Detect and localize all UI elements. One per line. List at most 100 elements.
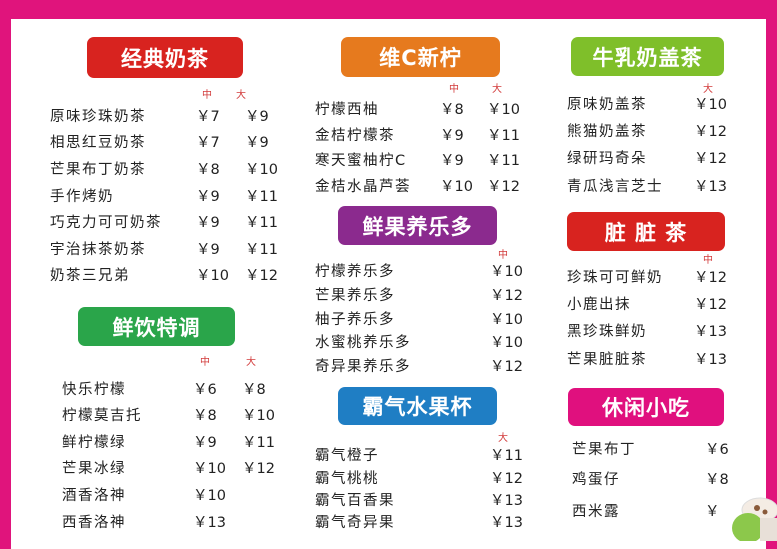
price-large: ￥10	[245, 162, 278, 178]
size-label-large: 大	[492, 84, 502, 95]
price-medium: ￥6	[193, 382, 217, 398]
menu-item-name: 柠檬养乐多	[315, 264, 395, 280]
size-label-medium: 中	[703, 255, 713, 266]
menu-item-name: 霸气百香果	[315, 493, 395, 509]
menu-item-name: 柚子养乐多	[315, 312, 395, 328]
price-large: ￥9	[245, 135, 269, 151]
price: ￥13	[694, 324, 727, 340]
menu-item-name: 柠檬莫吉托	[62, 408, 142, 424]
menu-item-name: 霸气桃桃	[315, 471, 379, 487]
menu-item-name: 小鹿出抹	[567, 297, 631, 313]
section-header-fresh: 鲜饮特调	[78, 307, 235, 346]
size-label-large: 大	[498, 433, 508, 444]
menu-item-name: 绿研玛奇朵	[567, 151, 647, 167]
price: ￥12	[490, 288, 523, 304]
size-label-medium: 中	[202, 90, 212, 101]
price-large: ￥12	[242, 461, 275, 477]
menu-item-name: 鲜柠檬绿	[62, 435, 126, 451]
menu-item-name: 快乐柠檬	[62, 382, 126, 398]
menu-item-name: 珍珠可可鲜奶	[567, 270, 663, 286]
price: ￥12	[694, 270, 727, 286]
price-large: ￥11	[245, 215, 278, 231]
menu-item-name: 青瓜浅言芝士	[567, 179, 663, 195]
menu-item-name: 鸡蛋仔	[572, 472, 620, 488]
section-header-fruitcup: 霸气水果杯	[338, 387, 497, 425]
price: ￥13	[490, 515, 523, 531]
price-medium: ￥8	[193, 408, 217, 424]
menu-item-name: 宇治抹茶奶茶	[50, 242, 146, 258]
menu-item-name: 相思红豆奶茶	[50, 135, 146, 151]
price-large: ￥12	[245, 268, 278, 284]
price-medium: ￥9	[196, 215, 220, 231]
price-medium: ￥8	[196, 162, 220, 178]
section-header-milkcap: 牛乳奶盖茶	[571, 37, 724, 76]
menu-item-name: 水蜜桃养乐多	[315, 335, 411, 351]
price-medium: ￥9	[196, 242, 220, 258]
price-large: ￥12	[487, 179, 520, 195]
section-header-snack: 休闲小吃	[568, 388, 724, 426]
price-large: ￥11	[487, 128, 520, 144]
price-medium: ￥7	[196, 135, 220, 151]
price-large: ￥10	[487, 102, 520, 118]
size-label-medium: 中	[498, 250, 508, 261]
section-header-vitc: 维C新柠	[341, 37, 500, 77]
size-label-large: 大	[246, 357, 256, 368]
menu-item-name: 芒果冰绿	[62, 461, 126, 477]
menu-item-name: 西米露	[572, 504, 620, 520]
size-label-medium: 中	[449, 84, 459, 95]
section-header-dirty: 脏 脏 茶	[567, 212, 725, 251]
menu-item-name: 原味奶盖茶	[567, 97, 647, 113]
menu-item-name: 芒果脏脏茶	[567, 352, 647, 368]
price: ￥12	[490, 471, 523, 487]
price: ￥	[705, 504, 720, 520]
price: ￥12	[694, 124, 727, 140]
price-medium: ￥10	[193, 488, 226, 504]
menu-item-name: 寒天蜜柚柠C	[315, 153, 407, 169]
price-large: ￥11	[487, 153, 520, 169]
price: ￥8	[705, 472, 729, 488]
price-large: ￥8	[242, 382, 266, 398]
price-medium: ￥9	[440, 128, 464, 144]
price-medium: ￥10	[440, 179, 473, 195]
menu-item-name: 柠檬西柚	[315, 102, 379, 118]
price: ￥11	[490, 448, 523, 464]
price-medium: ￥7	[196, 109, 220, 125]
price-large: ￥10	[242, 408, 275, 424]
menu-item-name: 酒香洛神	[62, 488, 126, 504]
menu-item-name: 金桔柠檬茶	[315, 128, 395, 144]
menu-item-name: 奇异果养乐多	[315, 359, 411, 375]
menu-item-name: 西香洛神	[62, 515, 126, 531]
menu-item-name: 霸气橙子	[315, 448, 379, 464]
price: ￥10	[490, 335, 523, 351]
menu-item-name: 巧克力可可奶茶	[50, 215, 162, 231]
menu-item-name: 金桔水晶芦荟	[315, 179, 411, 195]
menu-item-name: 芒果养乐多	[315, 288, 395, 304]
drink-cup-illustration	[732, 497, 777, 541]
price-medium: ￥9	[440, 153, 464, 169]
price: ￥12	[490, 359, 523, 375]
price-medium: ￥10	[196, 268, 229, 284]
price: ￥12	[694, 151, 727, 167]
price-medium: ￥13	[193, 515, 226, 531]
section-header-classic: 经典奶茶	[87, 37, 243, 78]
price-large: ￥11	[245, 189, 278, 205]
price-large: ￥11	[245, 242, 278, 258]
price: ￥13	[694, 352, 727, 368]
price-medium: ￥10	[193, 461, 226, 477]
menu-board	[11, 19, 766, 549]
menu-item-name: 熊猫奶盖茶	[567, 124, 647, 140]
price-medium: ￥8	[440, 102, 464, 118]
price: ￥13	[694, 179, 727, 195]
price: ￥10	[490, 264, 523, 280]
price: ￥6	[705, 442, 729, 458]
price: ￥13	[490, 493, 523, 509]
menu-item-name: 霸气奇异果	[315, 515, 395, 531]
size-label-large: 大	[703, 84, 713, 95]
price-large: ￥9	[245, 109, 269, 125]
size-label-medium: 中	[200, 357, 210, 368]
menu-item-name: 手作烤奶	[50, 189, 114, 205]
menu-item-name: 黑珍珠鲜奶	[567, 324, 647, 340]
price: ￥10	[694, 97, 727, 113]
price-large: ￥11	[242, 435, 275, 451]
size-label-large: 大	[236, 90, 246, 101]
